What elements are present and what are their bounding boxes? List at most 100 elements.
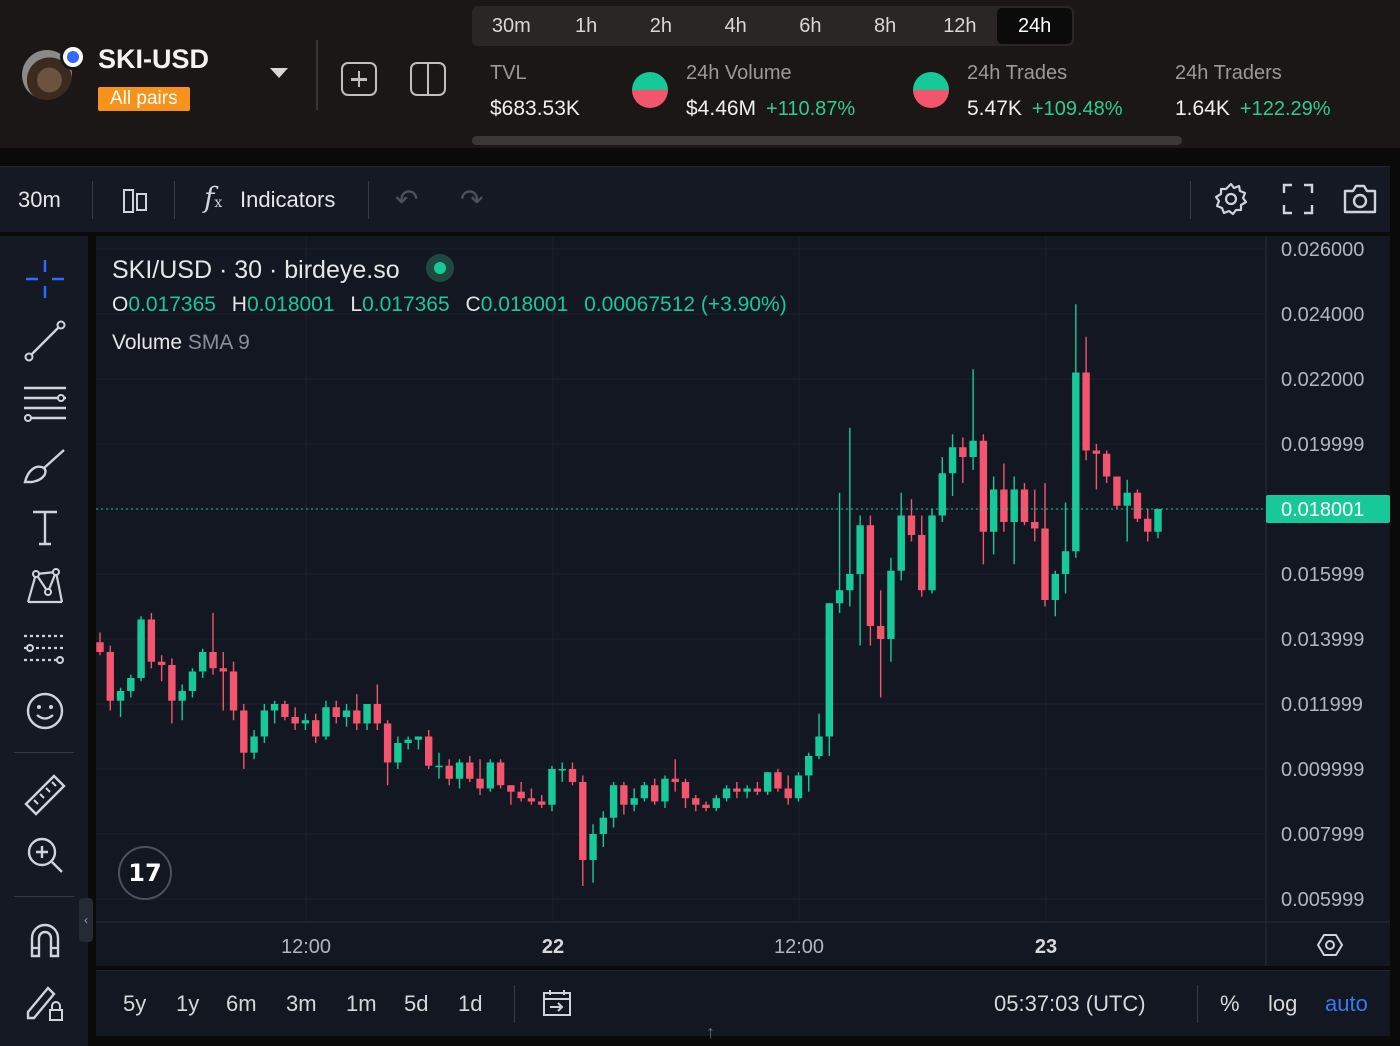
candle-body	[527, 798, 536, 802]
chevron-down-icon[interactable]	[270, 68, 288, 78]
candle-body	[322, 707, 330, 737]
crosshair-icon[interactable]	[20, 254, 70, 304]
candle-body	[599, 817, 608, 834]
timeframe-30m[interactable]: 30m	[491, 15, 531, 37]
zoom-in-icon[interactable]	[20, 830, 70, 880]
redo-icon[interactable]: ↷	[460, 184, 484, 215]
utc-clock[interactable]: 05:37:03 (UTC)	[994, 991, 1146, 1016]
candle-body	[733, 788, 741, 792]
range-1y[interactable]: 1y	[176, 991, 200, 1016]
stat-label: 24h Trades	[967, 62, 1068, 84]
goto-date-icon[interactable]	[542, 989, 572, 1017]
candle-body	[466, 762, 474, 779]
camera-icon[interactable]	[1342, 181, 1378, 217]
magnet-icon[interactable]	[20, 914, 70, 964]
range-1m[interactable]: 1m	[346, 991, 377, 1016]
percent-scale-toggle[interactable]: %	[1220, 991, 1240, 1016]
stat-trades: 24h Trades 5.47K +109.48%	[967, 62, 1123, 121]
stats-row: TVL $683.53K 24h Volume $4.46M +110.87% 2…	[490, 62, 1400, 132]
forecast-icon[interactable]	[20, 624, 70, 674]
time-axis[interactable]: 12:00 22 12:00 23	[281, 934, 1344, 958]
price-tick-label: 0.015999	[1281, 564, 1364, 586]
chart-canvas[interactable]: 0.0260000.0240000.0220000.0199990.017999…	[96, 236, 1390, 966]
candle-body	[589, 833, 597, 860]
log-scale-toggle[interactable]: log	[1268, 991, 1298, 1016]
candle-body	[404, 739, 412, 743]
candle	[620, 781, 628, 815]
range-1d[interactable]: 1d	[458, 991, 483, 1016]
candle	[548, 765, 556, 812]
fib-lines-icon[interactable]	[20, 378, 70, 428]
stat-value: 1.64K +122.29%	[1175, 97, 1331, 121]
candle	[507, 785, 515, 805]
candle	[281, 700, 289, 721]
auto-scale-toggle[interactable]: auto	[1325, 991, 1368, 1016]
candle	[383, 720, 392, 786]
candle	[661, 775, 669, 808]
text-icon[interactable]	[20, 502, 70, 552]
chart-legend: SKI/USD · 30 · birdeye.so O0.017365 H0.0…	[112, 250, 797, 355]
candle	[260, 703, 269, 743]
chart-toolbar: 30m fx Indicators ↶ ↷	[0, 166, 1390, 232]
volume-indicator-label[interactable]: Volume SMA 9	[112, 331, 797, 355]
tradingview-logo[interactable]: 17	[118, 846, 172, 900]
axis-settings-icon[interactable]	[1316, 934, 1344, 956]
candle	[527, 788, 536, 805]
price-tick-label: 0.007999	[1281, 824, 1364, 846]
candle	[291, 707, 299, 730]
candle	[301, 713, 310, 730]
candle	[979, 434, 988, 565]
candle	[1123, 479, 1131, 542]
timeframe-2h[interactable]: 2h	[649, 15, 672, 37]
candle	[640, 781, 649, 802]
candle	[1082, 336, 1090, 461]
trend-line-icon[interactable]	[20, 316, 70, 366]
candle-body	[96, 642, 104, 652]
toolbar-divider	[514, 985, 515, 1023]
lock-drawings-icon[interactable]	[20, 976, 70, 1026]
stat-value: $4.46M +110.87%	[686, 97, 855, 121]
timeframe-6h[interactable]: 6h	[799, 15, 822, 37]
all-pairs-button[interactable]: All pairs	[98, 87, 190, 111]
indicators-fx-icon[interactable]: fx	[204, 181, 223, 214]
range-5y[interactable]: 5y	[123, 991, 147, 1016]
undo-icon[interactable]: ↶	[395, 184, 419, 215]
candle	[959, 437, 967, 483]
chevron-up-icon[interactable]: ↑	[706, 1022, 715, 1042]
pattern-icon[interactable]	[20, 562, 70, 612]
stats-scrollbar[interactable]	[472, 136, 1182, 145]
candles-icon[interactable]	[120, 183, 148, 217]
candle	[897, 492, 905, 581]
range-3m[interactable]: 3m	[286, 991, 317, 1016]
price-tick-label: 0.011999	[1281, 694, 1363, 716]
range-5d[interactable]: 5d	[404, 991, 429, 1016]
brush-icon[interactable]	[20, 440, 70, 490]
price-chart[interactable]: 0.0260000.0240000.0220000.0199990.017999…	[96, 236, 1390, 966]
candle-body	[763, 772, 772, 792]
candle	[835, 492, 844, 613]
timeframe-24h[interactable]: 24h	[997, 8, 1072, 44]
candle-body	[568, 768, 577, 782]
ruler-icon[interactable]	[20, 770, 70, 820]
timeframe-8h[interactable]: 8h	[874, 15, 897, 37]
candle	[712, 794, 721, 812]
timeframe-4h[interactable]: 4h	[724, 15, 747, 37]
emoji-icon[interactable]	[20, 686, 70, 736]
ohlc-open: 0.017365	[128, 293, 216, 316]
timeframe-1h[interactable]: 1h	[575, 15, 598, 37]
fullscreen-icon[interactable]	[1280, 181, 1316, 217]
settings-icon[interactable]	[1213, 181, 1249, 217]
candle-body	[157, 661, 166, 665]
range-6m[interactable]: 6m	[226, 991, 257, 1016]
candle	[1113, 476, 1121, 509]
indicators-button[interactable]: Indicators	[240, 187, 336, 212]
interval-button[interactable]: 30m	[18, 187, 61, 212]
price-tick-label: 0.026000	[1281, 239, 1364, 261]
price-axis[interactable]: 0.0260000.0240000.0220000.0199990.017999…	[1266, 239, 1390, 911]
timeframe-12h[interactable]: 12h	[943, 15, 977, 37]
candle-body	[989, 489, 998, 532]
pair-selector[interactable]: SKI-USD All pairs	[20, 42, 300, 112]
split-view-icon[interactable]	[410, 62, 446, 96]
collapse-toolbar-button[interactable]: ‹	[79, 898, 93, 942]
add-panel-icon[interactable]	[341, 62, 377, 96]
